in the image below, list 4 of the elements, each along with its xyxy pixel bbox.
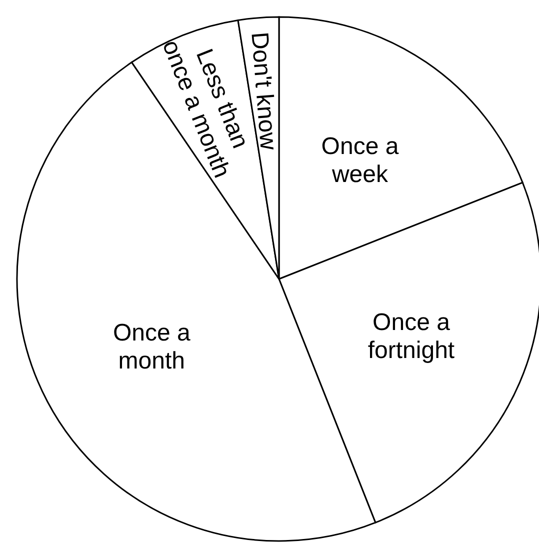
slice-label: Once a week (321, 132, 400, 188)
slice-label: Once a fortnight (368, 309, 455, 364)
slice-label: Don't know (246, 31, 282, 152)
slice-label: Once a month (112, 319, 191, 374)
